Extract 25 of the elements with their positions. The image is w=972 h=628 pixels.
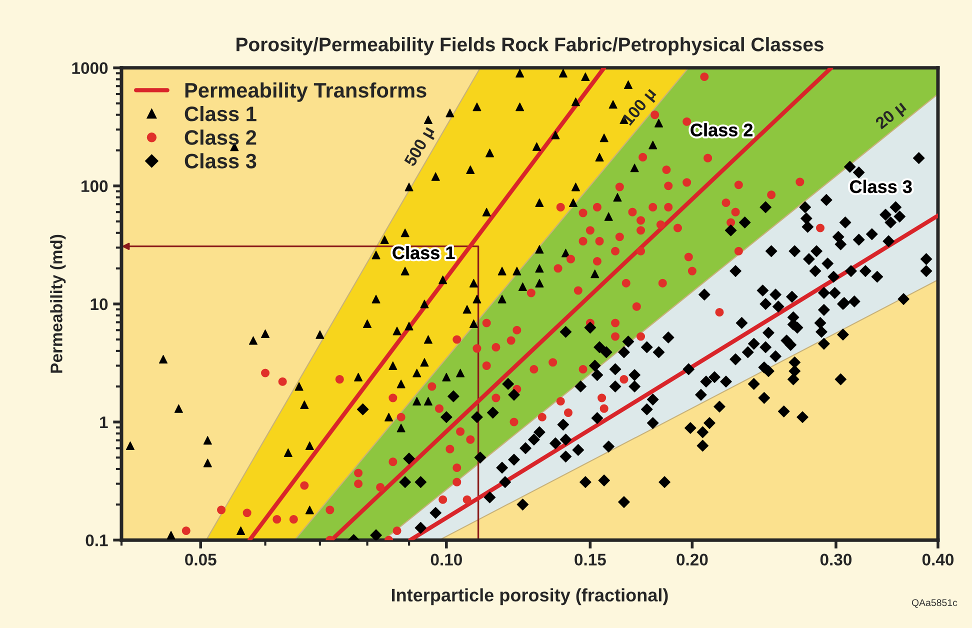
text: 500 μ	[404, 126, 438, 169]
y-tick-label: 10	[90, 298, 108, 310]
text: 100 μ	[621, 87, 659, 128]
y-tick-label: 1	[100, 416, 108, 428]
y-tick-label: 0.1	[86, 534, 108, 546]
x-tick-label: 0.10	[430, 554, 462, 566]
annotation: Class 1	[392, 246, 455, 260]
y-tick-label: 100	[82, 180, 108, 192]
legend-label: Class 2	[184, 130, 256, 145]
legend-label: Class 1	[184, 106, 256, 122]
chart-title: Porosity/Permeability Fields Rock Fabric/Petrophysical Classes	[236, 37, 824, 56]
x-tick-label: 0.30	[820, 554, 852, 566]
annotation: Class 3	[850, 180, 912, 194]
x-axis-title: Interparticle porosity (fractional)	[392, 588, 668, 606]
text: 20 μ	[874, 100, 909, 132]
legend-label: Permeability Transforms	[185, 82, 426, 102]
x-tick-label: 0.20	[676, 554, 708, 566]
x-tick-label: 0.05	[185, 554, 216, 566]
x-tick-label: 0.15	[574, 554, 606, 566]
legend-label: Class 3	[184, 153, 256, 168]
y-tick-label: 1000	[72, 62, 108, 74]
annotation: Class 2	[690, 123, 753, 136]
x-tick-label: 0.40	[922, 554, 954, 566]
y-axis-title: Permeability (md)	[50, 234, 66, 373]
text: QAa5851c	[912, 599, 958, 608]
